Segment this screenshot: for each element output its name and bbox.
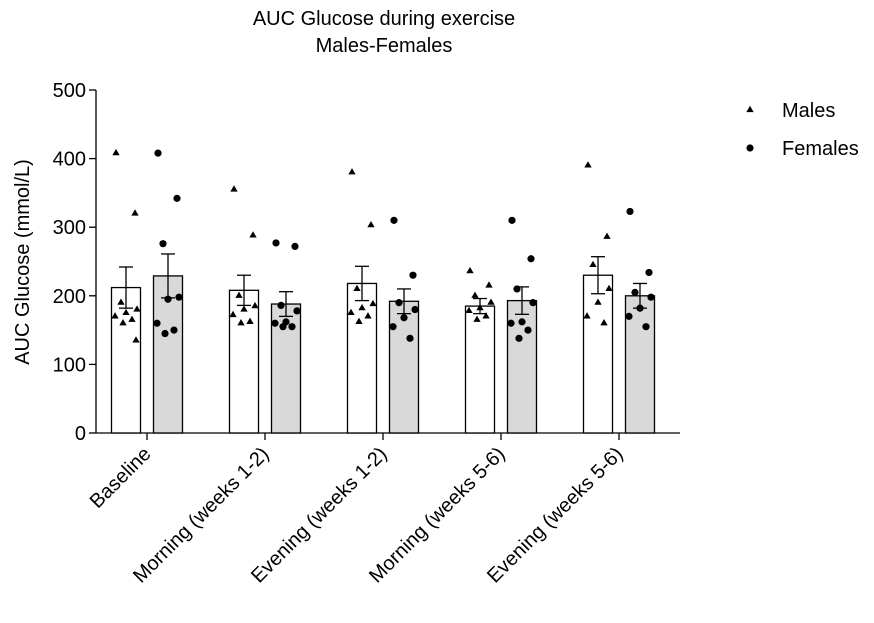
point-males-2-6 bbox=[364, 312, 372, 319]
point-females-0-0 bbox=[154, 149, 162, 157]
x-category-label-4: Evening (weeks 5-6) bbox=[483, 443, 627, 587]
point-males-3-2 bbox=[471, 291, 479, 298]
point-males-2-5 bbox=[347, 308, 355, 316]
legend-marker-males bbox=[746, 105, 754, 113]
point-females-4-4 bbox=[636, 304, 644, 312]
chart-title: AUC Glucose during exercise bbox=[253, 8, 515, 30]
point-males-4-1 bbox=[603, 232, 611, 239]
y-tick-label-100: 100 bbox=[53, 354, 86, 376]
bar-males-1 bbox=[228, 289, 260, 434]
point-males-4-3 bbox=[605, 284, 613, 292]
point-females-0-4 bbox=[164, 295, 172, 303]
y-axis-label: AUC Glucose (mmol/L) bbox=[12, 159, 34, 365]
point-females-3-0 bbox=[508, 216, 516, 224]
point-males-3-6 bbox=[482, 312, 490, 319]
point-males-3-0 bbox=[466, 266, 474, 274]
point-females-2-6 bbox=[406, 334, 414, 342]
point-males-0-5 bbox=[111, 312, 119, 319]
point-females-1-2 bbox=[277, 301, 285, 310]
y-tick-label-300: 300 bbox=[53, 217, 86, 239]
point-males-1-7 bbox=[237, 319, 245, 326]
point-males-2-2 bbox=[353, 284, 361, 292]
point-females-0-2 bbox=[159, 240, 167, 248]
point-females-1-1 bbox=[291, 242, 299, 251]
point-females-1-6 bbox=[288, 323, 296, 331]
point-females-4-0 bbox=[626, 207, 634, 216]
point-males-0-0 bbox=[112, 148, 120, 156]
point-males-0-4 bbox=[122, 308, 130, 316]
point-females-0-7 bbox=[161, 329, 169, 338]
point-males-1-3 bbox=[251, 301, 259, 309]
point-females-0-1 bbox=[173, 194, 181, 202]
point-females-1-5 bbox=[271, 319, 279, 327]
point-females-4-2 bbox=[631, 288, 639, 296]
point-females-2-1 bbox=[409, 271, 417, 279]
point-males-0-3 bbox=[133, 305, 141, 312]
legend-label-females: Females bbox=[782, 138, 859, 160]
point-males-4-0 bbox=[584, 161, 592, 168]
point-females-0-5 bbox=[153, 319, 161, 327]
point-females-4-1 bbox=[645, 268, 653, 277]
point-males-4-5 bbox=[583, 312, 591, 319]
point-females-3-4 bbox=[518, 318, 526, 326]
point-males-4-2 bbox=[589, 260, 597, 268]
point-males-2-1 bbox=[367, 220, 375, 228]
point-females-2-3 bbox=[411, 305, 419, 314]
point-males-0-8 bbox=[132, 336, 140, 343]
bar-females-2 bbox=[388, 300, 420, 434]
bar-males-3 bbox=[464, 305, 496, 434]
point-males-1-2 bbox=[235, 291, 243, 298]
point-males-1-1 bbox=[249, 231, 257, 238]
point-males-3-5 bbox=[465, 306, 473, 313]
point-males-4-6 bbox=[600, 319, 608, 326]
point-females-2-2 bbox=[395, 299, 403, 307]
point-females-1-0 bbox=[272, 239, 280, 247]
point-males-0-6 bbox=[128, 315, 136, 322]
point-males-4-4 bbox=[594, 298, 602, 305]
x-category-label-0: Baseline bbox=[86, 443, 156, 513]
point-females-3-6 bbox=[524, 326, 532, 334]
point-females-1-7 bbox=[279, 323, 287, 331]
point-females-3-3 bbox=[529, 299, 537, 307]
point-males-3-4 bbox=[476, 303, 484, 311]
point-females-3-2 bbox=[513, 285, 521, 293]
point-males-1-4 bbox=[240, 305, 248, 312]
y-tick-label-200: 200 bbox=[53, 286, 86, 308]
point-males-2-4 bbox=[358, 303, 366, 311]
legend-marker-females bbox=[746, 144, 754, 152]
point-females-2-4 bbox=[400, 314, 408, 322]
y-tick-label-0: 0 bbox=[75, 423, 86, 445]
point-females-0-6 bbox=[170, 326, 178, 334]
point-females-3-5 bbox=[507, 319, 515, 327]
point-males-2-7 bbox=[355, 317, 363, 324]
point-females-4-5 bbox=[625, 312, 633, 320]
point-males-2-0 bbox=[348, 168, 356, 175]
y-tick-label-400: 400 bbox=[53, 149, 86, 171]
point-females-3-1 bbox=[527, 255, 535, 263]
point-males-1-6 bbox=[246, 317, 254, 324]
point-males-3-3 bbox=[487, 298, 495, 305]
point-females-0-3 bbox=[175, 293, 183, 301]
legend-label-males: Males bbox=[782, 100, 835, 122]
point-females-2-0 bbox=[390, 216, 398, 224]
point-females-4-3 bbox=[647, 293, 655, 301]
point-males-2-3 bbox=[369, 299, 377, 307]
point-males-0-2 bbox=[117, 298, 125, 305]
point-males-1-0 bbox=[230, 185, 238, 192]
point-males-1-5 bbox=[229, 310, 237, 318]
y-tick-label-500: 500 bbox=[53, 80, 86, 102]
point-males-0-1 bbox=[131, 209, 139, 216]
legend: Males Females bbox=[746, 100, 859, 160]
point-females-3-7 bbox=[515, 334, 523, 342]
point-females-1-3 bbox=[293, 307, 301, 315]
point-females-2-5 bbox=[389, 323, 397, 331]
chart-subtitle: Males-Females bbox=[316, 35, 453, 57]
point-males-0-7 bbox=[119, 319, 127, 326]
point-males-3-7 bbox=[473, 315, 481, 322]
point-females-4-6 bbox=[642, 323, 650, 331]
point-males-3-1 bbox=[485, 281, 493, 288]
